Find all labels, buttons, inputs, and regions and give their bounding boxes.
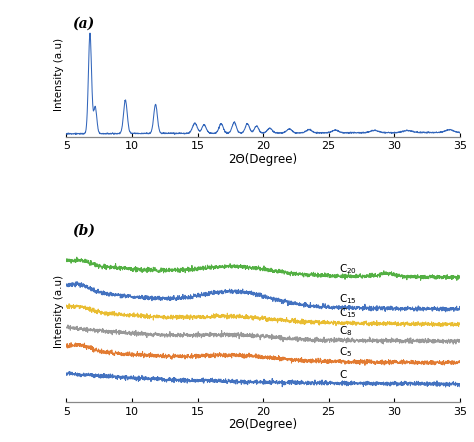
- Text: (a): (a): [72, 17, 94, 31]
- X-axis label: 2Θ(Degree): 2Θ(Degree): [228, 153, 298, 166]
- X-axis label: 2Θ(Degree): 2Θ(Degree): [228, 419, 298, 431]
- Text: C$_5$: C$_5$: [339, 346, 352, 359]
- Text: (b): (b): [72, 224, 95, 238]
- Text: C$_{15}$: C$_{15}$: [339, 292, 357, 306]
- Text: C$_{20}$: C$_{20}$: [339, 262, 357, 276]
- Text: C$_8$: C$_8$: [339, 324, 353, 338]
- Text: C: C: [339, 370, 346, 380]
- Text: C$_{15}$: C$_{15}$: [339, 306, 357, 320]
- Y-axis label: Intensity (a.u): Intensity (a.u): [54, 275, 64, 348]
- Y-axis label: Intensity (a.u): Intensity (a.u): [54, 38, 64, 111]
